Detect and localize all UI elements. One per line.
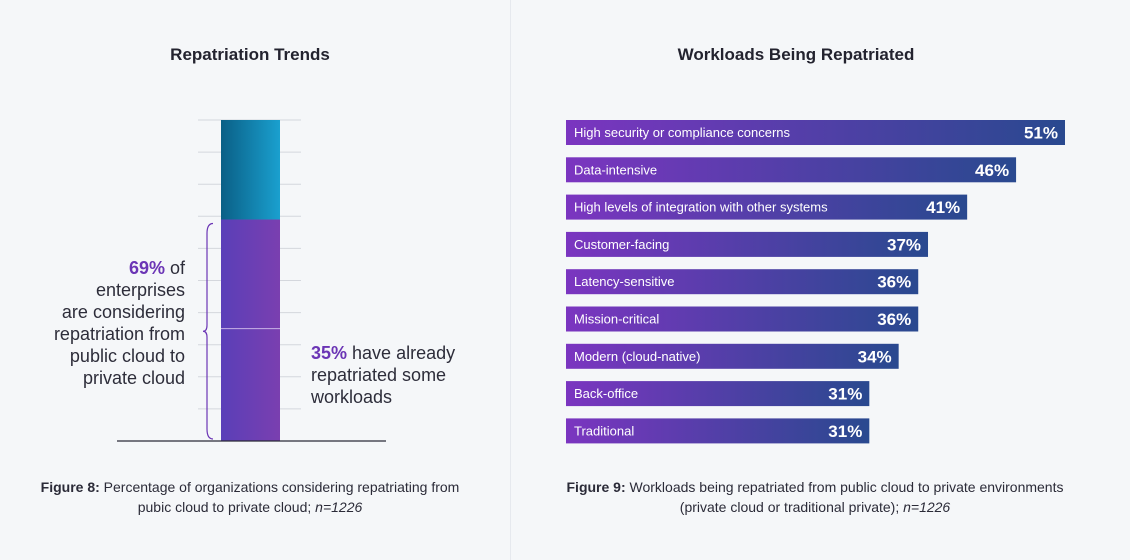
left-chart-title: Repatriation Trends [170,45,330,64]
already-line: workloads [311,387,393,407]
bar-value-label: 36% [877,273,911,292]
bar [566,343,899,369]
bar-value-label: 51% [1024,124,1058,143]
bar-category-label: Modern (cloud-native) [574,349,700,364]
bar-value-label: 36% [877,310,911,329]
figure-9-text: Workloads being repatriated from public … [625,479,1064,515]
bar-category-label: Mission-critical [574,312,659,327]
annotation-already: 35% have already repatriated some worklo… [311,342,501,408]
workloads-chart: High security or compliance concerns 51% D… [566,120,1065,444]
considering-line: repatriation from [53,324,185,344]
bar [566,120,1065,145]
bar [566,157,1017,183]
bar [566,194,968,220]
already-tail: have already [347,343,456,363]
considering-tail: of [164,258,185,278]
considering-line: are considering [61,302,185,322]
figure-9-n: n=1226 [899,499,951,515]
bar-category-label: Data-intensive [574,162,657,177]
bar-value-label: 37% [887,235,921,254]
bar [566,381,870,407]
figure-8-n: n=1226 [311,499,363,515]
already-line: repatriated some [311,365,447,385]
bar-category-label: Customer-facing [574,237,669,252]
bar-value-label: 31% [828,422,862,441]
bar [566,306,919,332]
not-considering-segment [221,120,280,220]
right-chart-title: Workloads Being Repatriated [677,45,915,64]
considering-segment [221,219,280,441]
already-pct: 35% [311,343,348,363]
considering-line: private cloud [82,368,185,388]
repatriation-trends-chart [117,119,386,442]
bar-value-label: 31% [828,385,862,404]
figure-8-text: Percentage of organizations considering … [99,479,460,515]
figure-8-label: Figure 8: [40,479,100,495]
bar-category-label: Traditional [574,423,634,438]
brace-bracket [202,222,214,440]
bar-value-label: 41% [926,198,960,217]
bar-category-label: High levels of integration with other sy… [574,200,828,215]
annotation-considering: 69% of enterprises are considering repat… [20,257,185,389]
bar-category-label: High security or compliance concerns [574,125,791,140]
considering-line: enterprises [95,280,185,300]
considering-line: public cloud to [69,346,185,366]
bar-value-label: 46% [975,161,1009,180]
bar-category-label: Back-office [574,386,638,401]
considering-pct: 69% [128,258,165,278]
bar [566,418,870,444]
figure-9-label: Figure 9: [566,479,626,495]
bar [566,269,919,295]
bar-category-label: Latency-sensitive [574,274,674,289]
panel-divider [510,0,511,560]
bar [566,231,929,257]
figure-8-caption: Figure 8: Percentage of organizations co… [30,477,470,517]
figure-9-caption: Figure 9: Workloads being repatriated fr… [560,477,1070,517]
bar-value-label: 34% [858,347,892,366]
